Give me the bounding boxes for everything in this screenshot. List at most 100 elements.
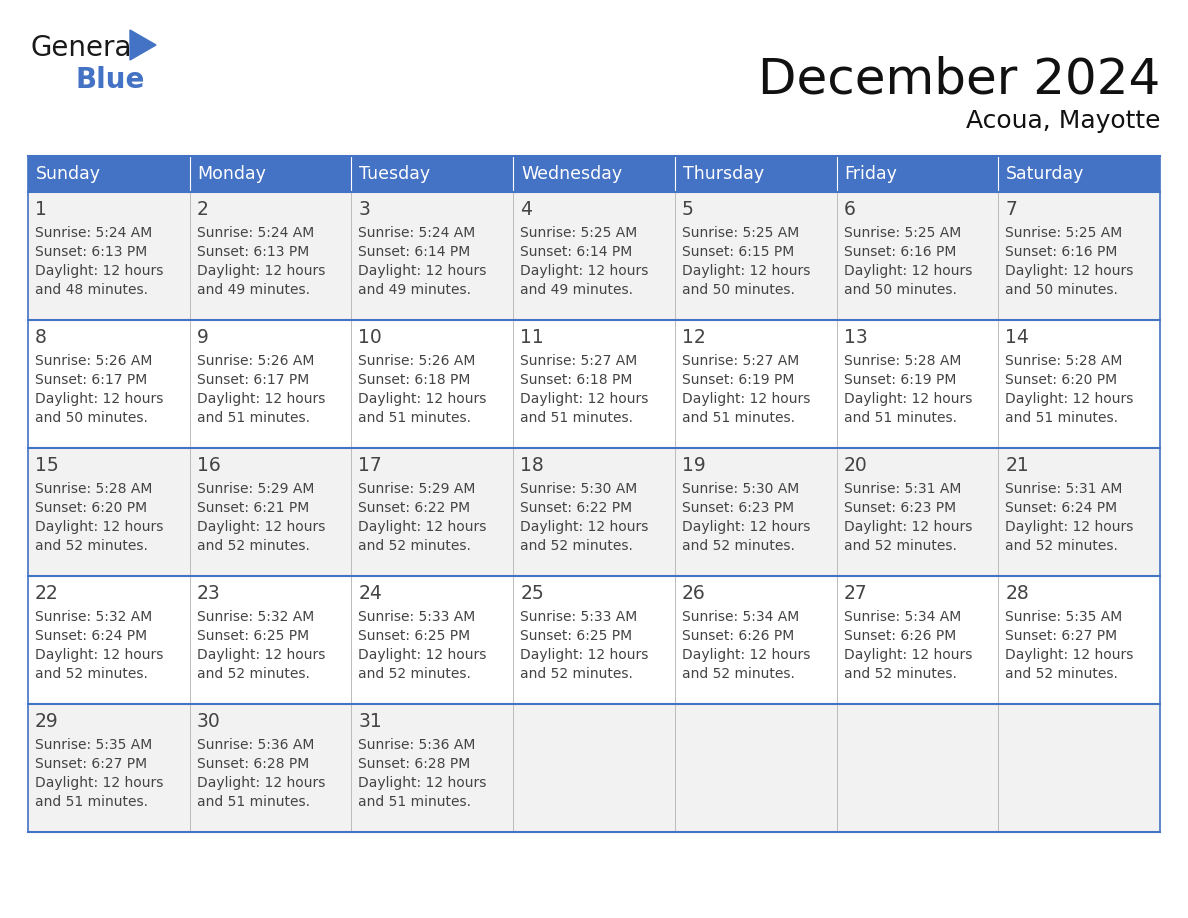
Text: Sunrise: 5:29 AM: Sunrise: 5:29 AM: [197, 482, 314, 496]
Text: Daylight: 12 hours: Daylight: 12 hours: [843, 520, 972, 534]
Text: 24: 24: [359, 584, 383, 603]
Text: Sunrise: 5:36 AM: Sunrise: 5:36 AM: [359, 738, 476, 752]
Bar: [29, 576, 1159, 704]
Bar: [352, 156, 513, 192]
Text: Sunset: 6:24 PM: Sunset: 6:24 PM: [1005, 501, 1118, 515]
Text: and 50 minutes.: and 50 minutes.: [843, 283, 956, 297]
Text: 17: 17: [359, 456, 383, 475]
Text: Daylight: 12 hours: Daylight: 12 hours: [34, 520, 164, 534]
Text: and 52 minutes.: and 52 minutes.: [682, 667, 795, 681]
Text: and 51 minutes.: and 51 minutes.: [197, 411, 310, 425]
Text: Daylight: 12 hours: Daylight: 12 hours: [359, 392, 487, 406]
Text: Sunrise: 5:34 AM: Sunrise: 5:34 AM: [843, 610, 961, 624]
Text: Acoua, Mayotte: Acoua, Mayotte: [966, 109, 1159, 133]
Text: Daylight: 12 hours: Daylight: 12 hours: [34, 776, 164, 790]
Text: Daylight: 12 hours: Daylight: 12 hours: [843, 264, 972, 278]
Text: Sunrise: 5:27 AM: Sunrise: 5:27 AM: [520, 354, 638, 368]
Text: 27: 27: [843, 584, 867, 603]
Text: Sunset: 6:13 PM: Sunset: 6:13 PM: [197, 245, 309, 259]
Text: Daylight: 12 hours: Daylight: 12 hours: [359, 648, 487, 662]
Text: Daylight: 12 hours: Daylight: 12 hours: [197, 392, 326, 406]
Text: 28: 28: [1005, 584, 1029, 603]
Text: Daylight: 12 hours: Daylight: 12 hours: [34, 392, 164, 406]
Text: and 51 minutes.: and 51 minutes.: [359, 411, 472, 425]
Text: 8: 8: [34, 328, 46, 347]
Text: Daylight: 12 hours: Daylight: 12 hours: [359, 264, 487, 278]
Text: Daylight: 12 hours: Daylight: 12 hours: [359, 520, 487, 534]
Text: Sunrise: 5:31 AM: Sunrise: 5:31 AM: [843, 482, 961, 496]
Text: Sunset: 6:16 PM: Sunset: 6:16 PM: [843, 245, 956, 259]
Text: Tuesday: Tuesday: [360, 165, 430, 183]
Text: General: General: [30, 34, 139, 62]
Text: 14: 14: [1005, 328, 1029, 347]
Text: Sunset: 6:26 PM: Sunset: 6:26 PM: [843, 629, 956, 643]
Polygon shape: [129, 30, 156, 60]
Text: and 49 minutes.: and 49 minutes.: [359, 283, 472, 297]
Text: Sunrise: 5:35 AM: Sunrise: 5:35 AM: [1005, 610, 1123, 624]
Text: Sunrise: 5:31 AM: Sunrise: 5:31 AM: [1005, 482, 1123, 496]
Text: Daylight: 12 hours: Daylight: 12 hours: [359, 776, 487, 790]
Bar: [29, 192, 1159, 320]
Text: 31: 31: [359, 712, 383, 731]
Text: Sunrise: 5:33 AM: Sunrise: 5:33 AM: [520, 610, 638, 624]
Text: Sunset: 6:17 PM: Sunset: 6:17 PM: [197, 373, 309, 387]
Text: Sunset: 6:28 PM: Sunset: 6:28 PM: [197, 757, 309, 771]
Text: and 49 minutes.: and 49 minutes.: [197, 283, 310, 297]
Text: 3: 3: [359, 200, 371, 219]
Text: 2: 2: [197, 200, 209, 219]
Text: Daylight: 12 hours: Daylight: 12 hours: [34, 264, 164, 278]
Bar: [998, 156, 1159, 192]
Text: Sunrise: 5:25 AM: Sunrise: 5:25 AM: [1005, 226, 1123, 240]
Text: Sunrise: 5:28 AM: Sunrise: 5:28 AM: [843, 354, 961, 368]
Text: Sunset: 6:25 PM: Sunset: 6:25 PM: [197, 629, 309, 643]
Text: and 52 minutes.: and 52 minutes.: [520, 539, 633, 553]
Text: Wednesday: Wednesday: [522, 165, 623, 183]
Text: 4: 4: [520, 200, 532, 219]
Text: Daylight: 12 hours: Daylight: 12 hours: [1005, 520, 1133, 534]
Text: and 52 minutes.: and 52 minutes.: [1005, 667, 1118, 681]
Text: 26: 26: [682, 584, 706, 603]
Text: Daylight: 12 hours: Daylight: 12 hours: [520, 648, 649, 662]
Text: Sunset: 6:14 PM: Sunset: 6:14 PM: [520, 245, 632, 259]
Text: 21: 21: [1005, 456, 1029, 475]
Text: Sunset: 6:14 PM: Sunset: 6:14 PM: [359, 245, 470, 259]
Text: Sunrise: 5:32 AM: Sunrise: 5:32 AM: [34, 610, 152, 624]
Text: Sunrise: 5:24 AM: Sunrise: 5:24 AM: [197, 226, 314, 240]
Text: Sunset: 6:20 PM: Sunset: 6:20 PM: [34, 501, 147, 515]
Text: Sunset: 6:17 PM: Sunset: 6:17 PM: [34, 373, 147, 387]
Text: Sunset: 6:27 PM: Sunset: 6:27 PM: [34, 757, 147, 771]
Text: Daylight: 12 hours: Daylight: 12 hours: [682, 392, 810, 406]
Text: Saturday: Saturday: [1006, 165, 1085, 183]
Text: Sunrise: 5:36 AM: Sunrise: 5:36 AM: [197, 738, 314, 752]
Text: Sunset: 6:23 PM: Sunset: 6:23 PM: [843, 501, 955, 515]
Text: 7: 7: [1005, 200, 1017, 219]
Text: 6: 6: [843, 200, 855, 219]
Text: Daylight: 12 hours: Daylight: 12 hours: [682, 520, 810, 534]
Text: 16: 16: [197, 456, 221, 475]
Text: 10: 10: [359, 328, 383, 347]
Text: and 52 minutes.: and 52 minutes.: [34, 667, 147, 681]
Text: Sunrise: 5:35 AM: Sunrise: 5:35 AM: [34, 738, 152, 752]
Text: Daylight: 12 hours: Daylight: 12 hours: [34, 648, 164, 662]
Text: and 50 minutes.: and 50 minutes.: [1005, 283, 1118, 297]
Text: Daylight: 12 hours: Daylight: 12 hours: [1005, 264, 1133, 278]
Text: and 52 minutes.: and 52 minutes.: [197, 667, 310, 681]
Text: Daylight: 12 hours: Daylight: 12 hours: [197, 648, 326, 662]
Text: and 51 minutes.: and 51 minutes.: [520, 411, 633, 425]
Text: 19: 19: [682, 456, 706, 475]
Text: 1: 1: [34, 200, 46, 219]
Text: and 52 minutes.: and 52 minutes.: [843, 667, 956, 681]
Text: Sunrise: 5:25 AM: Sunrise: 5:25 AM: [520, 226, 638, 240]
Text: Sunset: 6:25 PM: Sunset: 6:25 PM: [359, 629, 470, 643]
Text: Sunset: 6:23 PM: Sunset: 6:23 PM: [682, 501, 794, 515]
Text: Daylight: 12 hours: Daylight: 12 hours: [1005, 648, 1133, 662]
Text: Sunset: 6:22 PM: Sunset: 6:22 PM: [520, 501, 632, 515]
Text: and 52 minutes.: and 52 minutes.: [520, 667, 633, 681]
Text: Sunset: 6:15 PM: Sunset: 6:15 PM: [682, 245, 794, 259]
Text: and 51 minutes.: and 51 minutes.: [1005, 411, 1118, 425]
Bar: [29, 448, 1159, 576]
Text: and 51 minutes.: and 51 minutes.: [682, 411, 795, 425]
Text: Daylight: 12 hours: Daylight: 12 hours: [843, 648, 972, 662]
Text: Daylight: 12 hours: Daylight: 12 hours: [843, 392, 972, 406]
Text: Sunset: 6:18 PM: Sunset: 6:18 PM: [359, 373, 470, 387]
